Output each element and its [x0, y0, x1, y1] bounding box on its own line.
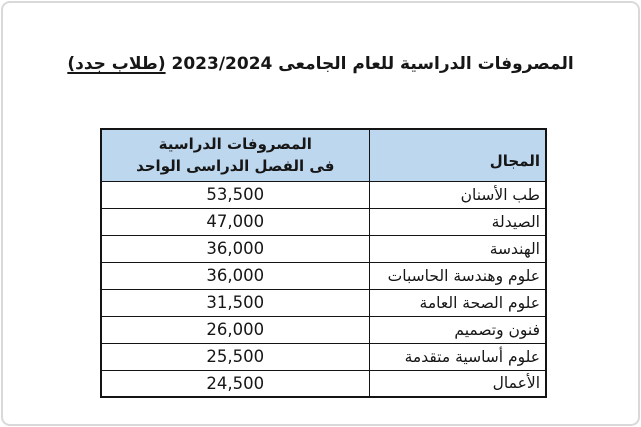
- table-header-row: المجال المصروفات الدراسية فى الفصل الدرا…: [100, 128, 547, 182]
- fee-cell: 53,500: [100, 180, 370, 209]
- field-cell: فنون وتصميم: [368, 315, 547, 344]
- fee-cell: 26,000: [100, 315, 370, 344]
- fee-cell: 24,500: [100, 369, 370, 398]
- field-cell: طب الأسنان: [368, 180, 547, 209]
- field-cell: علوم وهندسة الحاسبات: [368, 261, 547, 290]
- table-row: علوم أساسية متقدمة 25,500: [100, 342, 547, 371]
- header-fee: المصروفات الدراسية فى الفصل الدراسى الوا…: [100, 128, 370, 182]
- field-cell: الصيدلة: [368, 207, 547, 236]
- fees-table: المجال المصروفات الدراسية فى الفصل الدرا…: [100, 128, 547, 398]
- table-row: طب الأسنان 53,500: [100, 180, 547, 209]
- fee-cell: 36,000: [100, 261, 370, 290]
- fee-cell: 36,000: [100, 234, 370, 263]
- fee-cell: 31,500: [100, 288, 370, 317]
- table-row: علوم الصحة العامة 31,500: [100, 288, 547, 317]
- fee-cell: 25,500: [100, 342, 370, 371]
- fees-table-container: المجال المصروفات الدراسية فى الفصل الدرا…: [100, 128, 547, 398]
- field-cell: الأعمال: [368, 369, 547, 398]
- table-row: الهندسة 36,000: [100, 234, 547, 263]
- field-cell: الهندسة: [368, 234, 547, 263]
- page-title: المصروفات الدراسية للعام الجامعى 2023/20…: [3, 54, 638, 74]
- field-cell: علوم أساسية متقدمة: [368, 342, 547, 371]
- page-title-main: المصروفات الدراسية للعام الجامعى 2023/20…: [171, 54, 574, 74]
- table-row: الأعمال 24,500: [100, 369, 547, 398]
- fee-cell: 47,000: [100, 207, 370, 236]
- page-title-underlined: (طلاب جدد): [67, 54, 166, 74]
- header-fee-line1: المصروفات الدراسية: [158, 134, 312, 153]
- field-cell: علوم الصحة العامة: [368, 288, 547, 317]
- header-fee-line2: فى الفصل الدراسى الواحد: [136, 157, 335, 176]
- header-field: المجال: [368, 128, 547, 182]
- table-row: فنون وتصميم 26,000: [100, 315, 547, 344]
- table-row: علوم وهندسة الحاسبات 36,000: [100, 261, 547, 290]
- table-row: الصيدلة 47,000: [100, 207, 547, 236]
